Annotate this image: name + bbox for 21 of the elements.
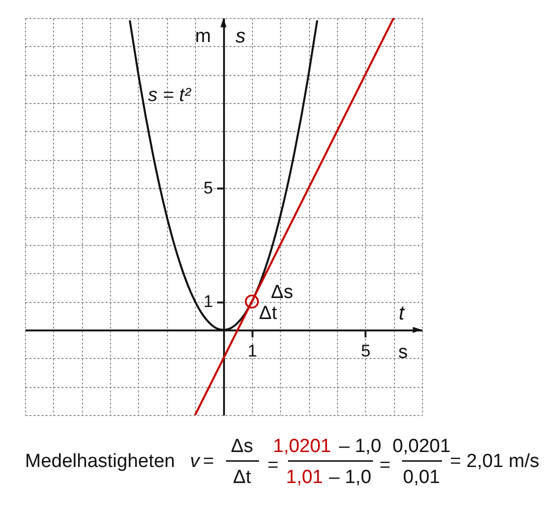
text: – 1,0 — [329, 467, 372, 488]
text: Δs — [230, 436, 254, 457]
y-axis-title: s — [236, 26, 246, 48]
text: – 1,0 — [339, 436, 382, 457]
annotation: Δs — [270, 282, 294, 303]
text: = 2,01 m/s — [450, 451, 540, 472]
text: 0,01 — [403, 467, 440, 488]
text: Medelhastigheten — [25, 451, 175, 472]
text: 1,01 — [286, 467, 323, 488]
text: Δt — [233, 467, 252, 488]
annotation: Δt — [259, 303, 278, 324]
text: 1,0201 — [273, 436, 332, 457]
annotation: s — [398, 342, 408, 363]
annotation: m — [195, 26, 211, 47]
x-axis-title: t — [398, 302, 406, 324]
text: = — [379, 455, 391, 476]
series-label: s = t² — [148, 85, 192, 106]
text: 0,0201 — [392, 436, 451, 457]
text: v — [190, 451, 201, 472]
text: = — [267, 455, 279, 476]
text: = — [203, 451, 214, 472]
